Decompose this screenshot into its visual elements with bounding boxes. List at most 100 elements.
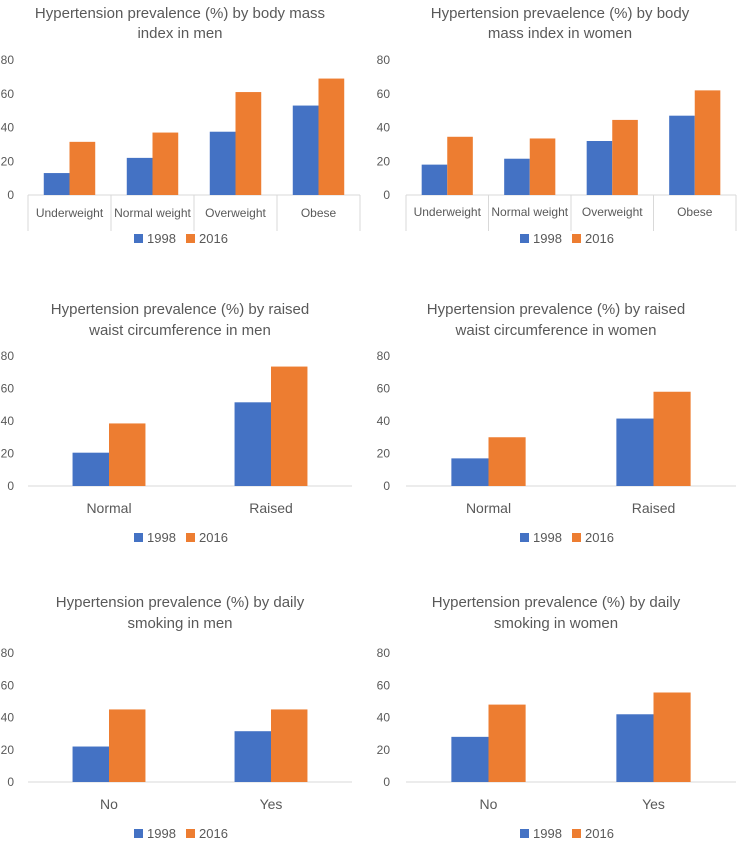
- category-label: Overweight: [205, 206, 266, 220]
- legend-label: 1998: [533, 231, 562, 246]
- chart-smoking-men: Hypertension prevalence (%) by daily smok…: [0, 588, 362, 847]
- chart-title-line: Hypertension prevalence (%) by raised: [427, 301, 685, 318]
- bar-2016-raised: [271, 366, 308, 486]
- y-tick-label: 0: [383, 775, 390, 789]
- legend-swatch: [134, 829, 143, 838]
- y-tick-label: 20: [377, 743, 391, 757]
- bar-1998-underweight: [421, 164, 448, 195]
- chart-title-line: index in men: [137, 25, 222, 42]
- bar-1998-normal-weight: [504, 158, 530, 195]
- bar-1998-no: [451, 736, 489, 782]
- y-tick-label: 0: [7, 188, 14, 202]
- y-tick-label: 80: [1, 53, 15, 67]
- y-tick-label: 0: [7, 775, 14, 789]
- legend-swatch: [572, 533, 581, 542]
- legend-label: 1998: [533, 826, 562, 841]
- bar-1998-normal: [451, 458, 489, 486]
- category-label: Obese: [677, 205, 713, 219]
- bar-1998-yes: [234, 731, 271, 782]
- bar-1998-overweight: [209, 131, 236, 195]
- y-tick-label: 0: [383, 188, 390, 202]
- y-tick-label: 80: [1, 646, 15, 660]
- bar-2016-normal-weight: [529, 138, 556, 195]
- chart-svg: Hypertension prevaelence (%) by body mass…: [377, 5, 737, 246]
- y-tick-label: 80: [377, 646, 391, 660]
- y-tick-label: 60: [1, 87, 15, 101]
- bar-2016-underweight: [69, 141, 96, 195]
- category-label: Obese: [301, 206, 337, 220]
- chart-svg: Hypertension prevalence (%) by raised wai…: [1, 301, 352, 545]
- category-label: Underweight: [414, 205, 482, 219]
- chart-svg: Hypertension prevalence (%) by daily smok…: [1, 594, 352, 841]
- bar-2016-normal-weight: [152, 132, 179, 195]
- bar-1998-obese: [669, 115, 695, 195]
- y-tick-label: 0: [7, 479, 14, 493]
- y-tick-label: 40: [377, 414, 391, 428]
- chart-bmi-women: Hypertension prevaelence (%) by body mass…: [376, 0, 738, 262]
- legend-label: 2016: [585, 530, 614, 545]
- bar-2016-no: [109, 709, 146, 782]
- category-label: Normal weight: [114, 206, 191, 220]
- bar-2016-raised: [653, 391, 691, 486]
- legend-label: 1998: [533, 530, 562, 545]
- legend-label: 1998: [147, 530, 176, 545]
- bar-2016-obese: [318, 78, 345, 195]
- category-label: Raised: [249, 500, 293, 516]
- y-tick-label: 0: [383, 479, 390, 493]
- chart-title-line: waist circumference in men: [88, 322, 271, 339]
- legend-swatch: [186, 829, 195, 838]
- legend-swatch: [520, 234, 529, 243]
- y-tick-label: 40: [1, 121, 15, 135]
- bar-2016-yes: [271, 709, 308, 782]
- category-label: Normal: [86, 500, 131, 516]
- category-label: Yes: [260, 796, 283, 812]
- category-label: Yes: [642, 796, 665, 812]
- bar-2016-yes: [653, 692, 691, 782]
- legend-label: 2016: [585, 826, 614, 841]
- chart-title-line: Hypertension prevalence (%) by daily: [432, 594, 681, 611]
- chart-bmi-men: Hypertension prevalence (%) by body mass…: [0, 0, 362, 262]
- legend-swatch: [520, 829, 529, 838]
- y-tick-label: 40: [377, 121, 391, 135]
- bar-2016-obese: [694, 90, 721, 195]
- bar-2016-overweight: [612, 119, 638, 195]
- y-tick-label: 40: [377, 711, 391, 725]
- category-label: No: [100, 796, 118, 812]
- y-tick-label: 60: [377, 87, 391, 101]
- chart-waist-women: Hypertension prevalence (%) by raised wai…: [376, 292, 738, 562]
- legend-swatch: [186, 234, 195, 243]
- chart-title-line: Hypertension prevaelence (%) by body: [431, 5, 690, 22]
- bar-1998-overweight: [586, 141, 613, 195]
- y-tick-label: 80: [377, 349, 391, 363]
- legend-swatch: [134, 234, 143, 243]
- bar-1998-underweight: [43, 173, 70, 195]
- chart-title-line: smoking in women: [494, 615, 618, 632]
- legend-label: 2016: [199, 826, 228, 841]
- bar-1998-no: [72, 746, 109, 782]
- category-label: Normal: [466, 500, 511, 516]
- bar-2016-normal: [488, 437, 526, 486]
- category-label: Underweight: [36, 206, 104, 220]
- chart-title-line: Hypertension prevalence (%) by body mass: [35, 5, 325, 22]
- chart-svg: Hypertension prevalence (%) by body mass…: [1, 5, 361, 246]
- legend-swatch: [572, 234, 581, 243]
- chart-title-line: Hypertension prevalence (%) by raised: [51, 301, 309, 318]
- legend-label: 2016: [585, 231, 614, 246]
- y-tick-label: 20: [1, 743, 15, 757]
- y-tick-label: 20: [377, 447, 391, 461]
- y-tick-label: 20: [1, 154, 15, 168]
- legend-swatch: [572, 829, 581, 838]
- bar-1998-raised: [616, 418, 654, 486]
- chart-title-line: Hypertension prevalence (%) by daily: [56, 594, 305, 611]
- category-label: Overweight: [582, 205, 643, 219]
- chart-title-line: mass index in women: [488, 25, 632, 42]
- y-tick-label: 20: [1, 447, 15, 461]
- bar-1998-normal: [72, 452, 109, 486]
- bar-2016-underweight: [447, 136, 473, 195]
- chart-svg: Hypertension prevalence (%) by daily smok…: [377, 594, 736, 841]
- y-tick-label: 80: [1, 349, 15, 363]
- y-tick-label: 60: [377, 382, 391, 396]
- category-label: Raised: [632, 500, 676, 516]
- bar-1998-obese: [292, 105, 319, 195]
- y-tick-label: 20: [377, 154, 391, 168]
